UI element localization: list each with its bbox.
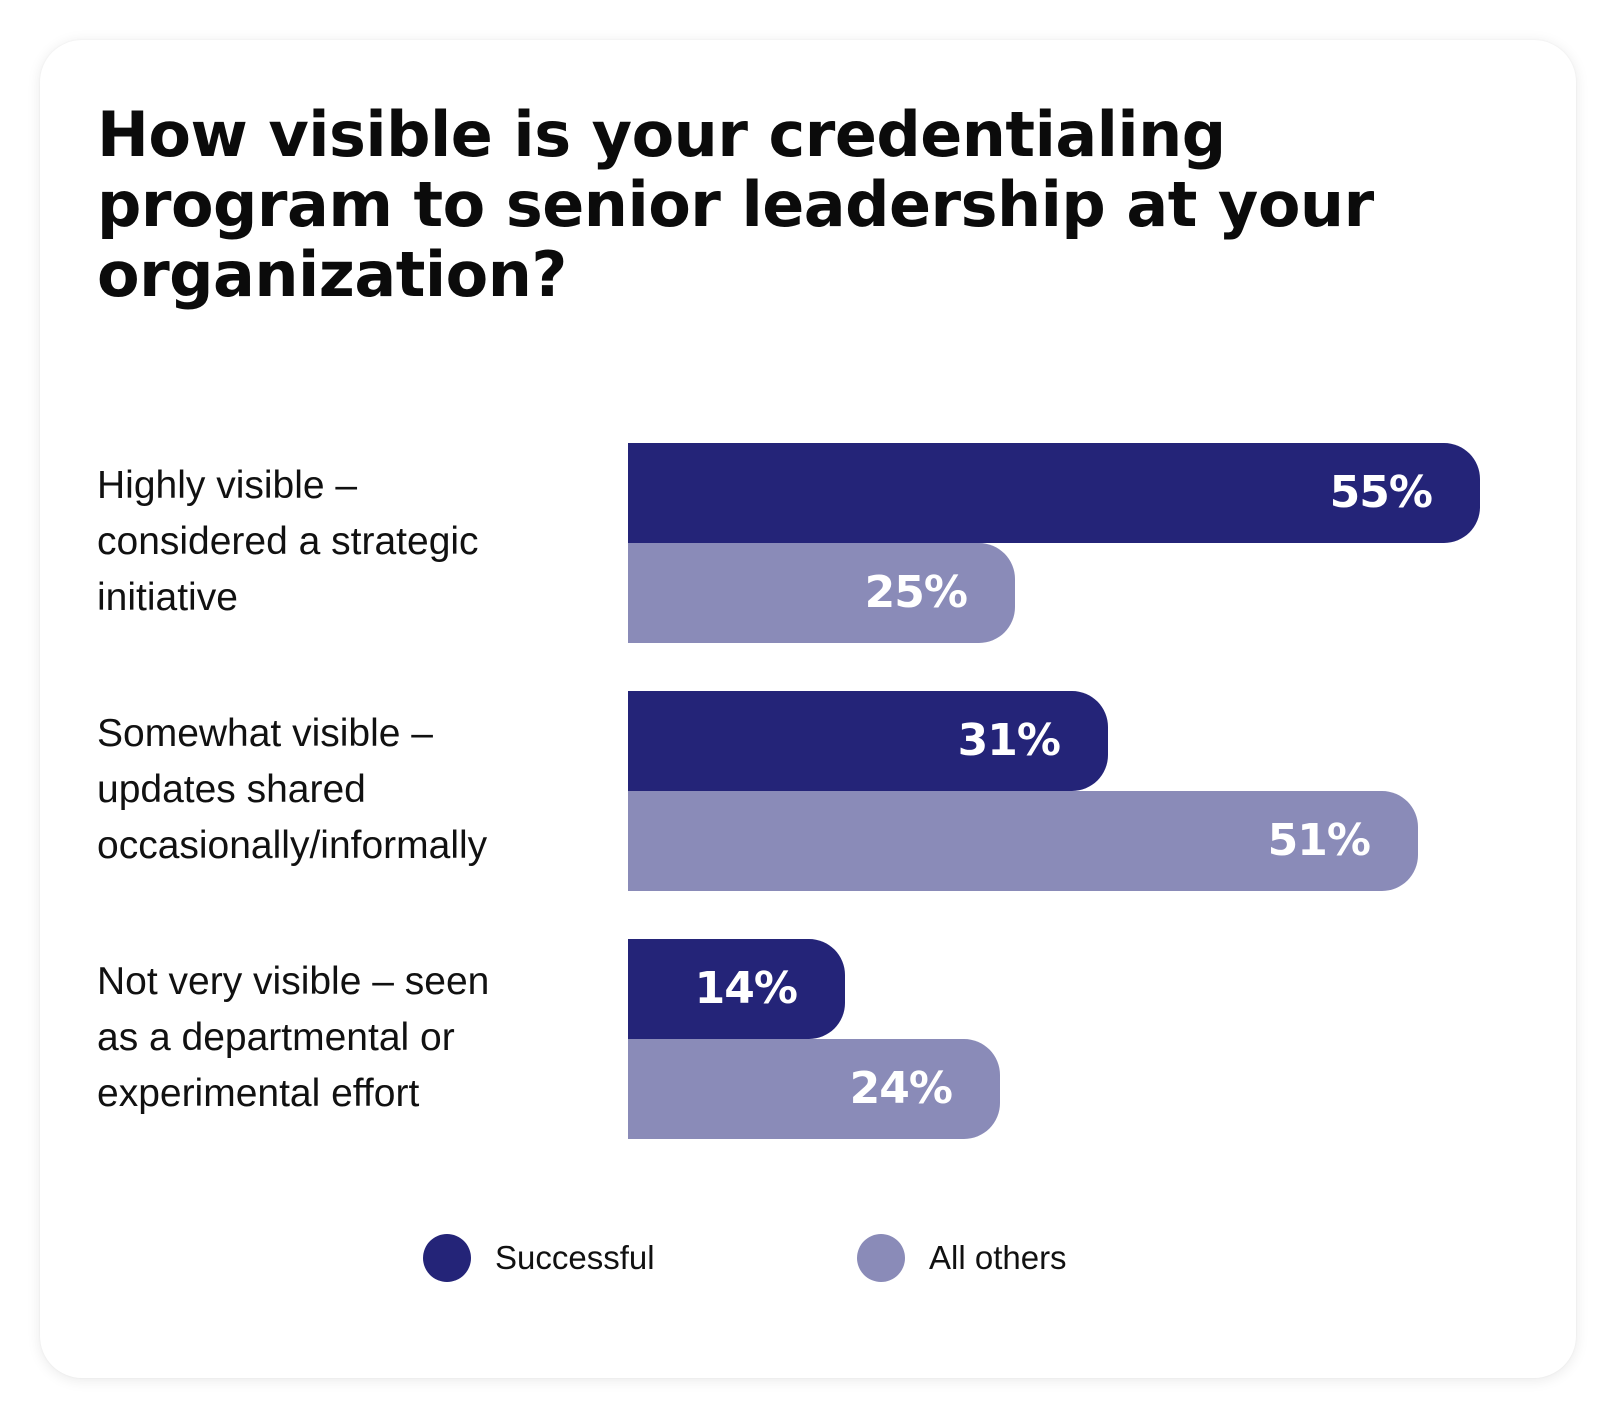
legend-label: Successful bbox=[495, 1239, 655, 1276]
legend-swatch bbox=[423, 1234, 471, 1282]
category-label-line: as a departmental or bbox=[97, 1016, 455, 1059]
category-label-line: updates shared bbox=[97, 768, 366, 811]
bar-successful: 14% bbox=[628, 939, 845, 1039]
bar-value-label: 25% bbox=[864, 567, 968, 618]
bar-value-label: 51% bbox=[1267, 815, 1371, 866]
category-label: Somewhat visible – updates shared occasion… bbox=[97, 706, 567, 874]
legend-label: All others bbox=[929, 1239, 1067, 1276]
legend-swatch bbox=[857, 1234, 905, 1282]
bar-successful: 55% bbox=[628, 443, 1480, 543]
chart-title: How visible is your credentialing progra… bbox=[97, 98, 1374, 311]
bar-all-others: 24% bbox=[628, 1039, 1000, 1139]
category-label-line: Somewhat visible – bbox=[97, 712, 433, 755]
category-label-line: Highly visible – bbox=[97, 464, 358, 507]
category-label-line: Not very visible – seen bbox=[97, 960, 490, 1003]
bar-value-label: 14% bbox=[694, 963, 798, 1014]
bar-all-others: 51% bbox=[628, 791, 1418, 891]
category-label-line: initiative bbox=[97, 576, 238, 619]
bar-value-label: 24% bbox=[849, 1063, 953, 1114]
bar-value-label: 31% bbox=[957, 715, 1061, 766]
bar-value-label: 55% bbox=[1329, 467, 1433, 518]
category-label: Not very visible – seen as a departmental… bbox=[97, 954, 567, 1122]
category-label-line: considered a strategic bbox=[97, 520, 479, 563]
category-label-line: occasionally/informally bbox=[97, 824, 488, 867]
bar-all-others: 25% bbox=[628, 543, 1015, 643]
category-label: Highly visible – considered a strategic in… bbox=[97, 458, 567, 626]
category-label-line: experimental effort bbox=[97, 1072, 420, 1115]
bar-successful: 31% bbox=[628, 691, 1108, 791]
